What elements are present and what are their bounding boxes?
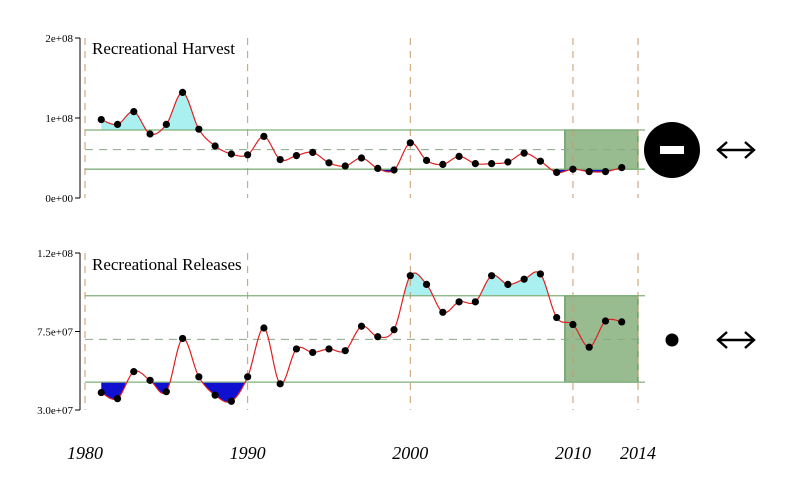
data-point (309, 148, 317, 156)
data-point (471, 298, 479, 306)
data-point (276, 380, 284, 388)
data-point (146, 376, 154, 384)
data-point (195, 125, 203, 133)
data-point (488, 160, 496, 168)
panel-recreational-releases: 3.0e+07 7.5e+07 1.2e+08 Recreational Relea… (37, 248, 756, 417)
data-point (292, 345, 301, 353)
data-point (455, 152, 463, 160)
data-point (536, 157, 545, 165)
data-point (439, 160, 447, 168)
data-point (195, 373, 203, 381)
data-point (585, 343, 593, 351)
x-tick-label: 2010 (555, 443, 591, 463)
data-point (357, 154, 366, 162)
data-point (569, 320, 577, 329)
data-point (292, 152, 301, 160)
data-point (553, 313, 561, 322)
y-tick-label: 7.5e+07 (37, 327, 73, 339)
double-arrow-icon (716, 141, 756, 159)
below-lower-fill (101, 382, 126, 400)
data-point (113, 395, 122, 403)
x-tick-label: 2014 (620, 443, 656, 463)
data-point (553, 168, 561, 176)
data-point (374, 333, 382, 341)
data-point (439, 308, 447, 316)
data-point (162, 388, 170, 396)
below-lower-fill (202, 382, 245, 403)
data-point (97, 116, 105, 124)
dot-icon (665, 333, 679, 347)
data-point (260, 132, 268, 140)
above-upper-fill (101, 111, 146, 130)
data-point (455, 298, 463, 306)
data-point (162, 120, 170, 128)
data-point (520, 149, 528, 157)
data-point (341, 162, 349, 170)
chart-title: Recreational Releases (92, 255, 242, 274)
data-point (569, 165, 577, 173)
data-point (130, 368, 138, 376)
y-tick-label: 0e+00 (45, 193, 73, 205)
data-point (244, 373, 252, 381)
data-point (471, 160, 479, 168)
data-point (488, 272, 496, 280)
x-tick-label: 2000 (392, 443, 428, 463)
data-point (309, 348, 317, 357)
data-point (211, 142, 219, 150)
data-point (390, 166, 398, 174)
data-point (113, 120, 122, 128)
data-point (520, 275, 528, 283)
panel-recreational-harvest: 0e+00 1e+08 2e+08 Recreational Harvest (45, 33, 756, 205)
data-point (585, 168, 593, 176)
data-point (601, 168, 610, 176)
x-tick-label: 1980 (67, 443, 103, 463)
x-axis-labels: 1980 1990 2000 2010 2014 (67, 443, 656, 463)
data-point (227, 150, 235, 158)
y-tick-label: 1e+08 (45, 113, 73, 125)
data-point (178, 334, 187, 343)
data-point (227, 397, 235, 405)
data-point (406, 272, 414, 280)
data-point (422, 280, 431, 288)
data-point (357, 322, 366, 330)
data-point (504, 158, 512, 166)
chart-title: Recreational Harvest (92, 39, 235, 58)
above-upper-fill (162, 92, 199, 130)
double-arrow-icon (716, 331, 756, 349)
data-point (374, 164, 382, 172)
y-tick-label: 2e+08 (45, 33, 73, 45)
data-point (211, 391, 219, 399)
data-point (260, 324, 268, 332)
y-tick-label: 1.2e+08 (37, 248, 73, 260)
data-point (178, 88, 187, 96)
x-tick-label: 1990 (230, 443, 266, 463)
data-point (504, 280, 512, 288)
y-tick-label: 3.0e+07 (37, 405, 73, 417)
data-point (341, 347, 349, 355)
data-point (390, 326, 398, 334)
data-point (422, 156, 431, 164)
data-point (276, 156, 284, 164)
data-point (618, 164, 626, 172)
data-point (244, 151, 252, 159)
data-point (130, 108, 138, 116)
data-point (325, 345, 333, 353)
data-point (536, 270, 545, 278)
data-point (618, 318, 626, 326)
data-point (601, 317, 610, 325)
data-point (97, 388, 105, 397)
data-point (406, 139, 414, 147)
data-point (146, 130, 154, 138)
minus-bar (660, 146, 684, 154)
data-point (325, 159, 333, 167)
